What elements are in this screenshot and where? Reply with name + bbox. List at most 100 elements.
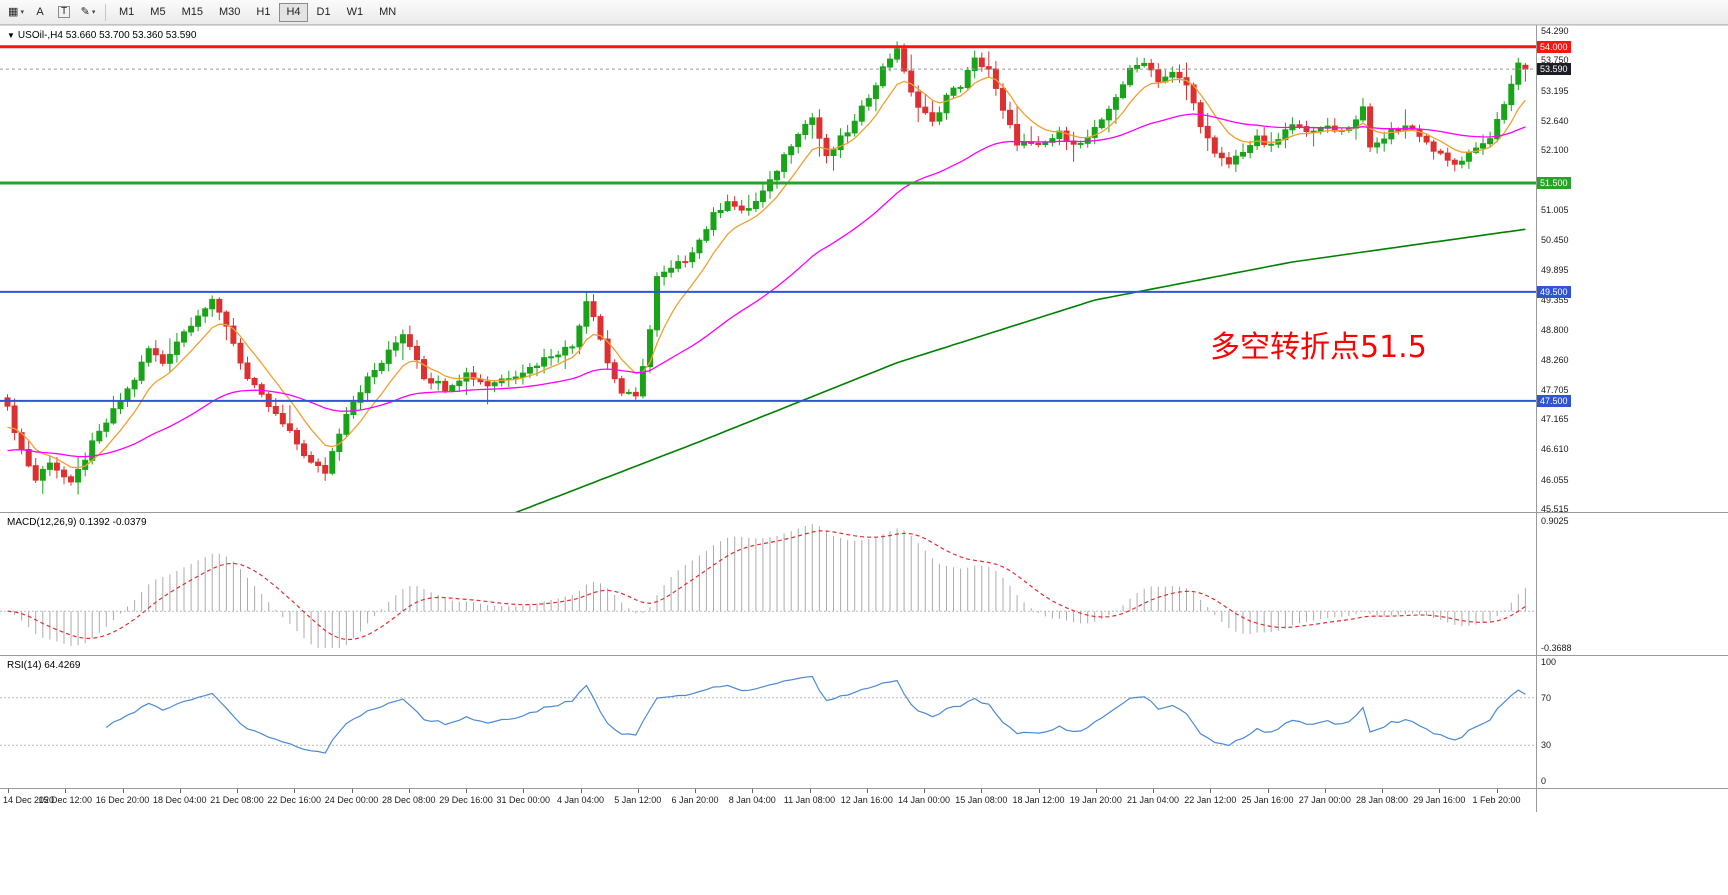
price-scale-label: 54.290 <box>1541 26 1569 36</box>
draw-tools-button[interactable]: ✎ ▾ <box>77 2 99 22</box>
time-tick <box>294 789 296 793</box>
collapse-arrow-icon[interactable]: ▼ <box>7 31 15 40</box>
level-price-badge: 49.500 <box>1537 285 1571 298</box>
macd-scale-label: 0.9025 <box>1541 516 1569 526</box>
time-tick <box>1439 789 1441 793</box>
price-scale-label: 47.165 <box>1541 414 1569 425</box>
time-axis-label: 22 Dec 16:00 <box>267 795 322 805</box>
timeframe-m30-button[interactable]: M30 <box>212 3 247 22</box>
text-box-button[interactable]: T <box>53 2 75 22</box>
timeframe-m1-button[interactable]: M1 <box>112 3 141 22</box>
price-scale-label: 49.895 <box>1541 265 1569 276</box>
chart-title-text: USOil-,H4 53.660 53.700 53.360 53.590 <box>17 30 197 41</box>
time-axis-label: 22 Jan 12:00 <box>1184 795 1237 805</box>
time-tick <box>1153 789 1154 793</box>
rsi-scale-label: 30 <box>1541 740 1552 751</box>
price-scale-label: 53.195 <box>1541 85 1569 96</box>
scale-separator <box>1536 25 1537 812</box>
price-scale-label: 46.610 <box>1541 444 1569 455</box>
price-scale-label: 47.705 <box>1541 384 1569 395</box>
timeframe-m5-button[interactable]: M5 <box>143 3 172 22</box>
macd-histogram <box>14 523 1526 648</box>
timeframe-m15-button[interactable]: M15 <box>175 3 210 22</box>
time-tick <box>466 789 467 793</box>
rsi-line <box>105 675 1526 754</box>
rsi-canvas[interactable] <box>0 656 1536 788</box>
time-axis-label: 28 Dec 08:00 <box>382 795 436 805</box>
text-label-button[interactable]: A <box>29 2 51 22</box>
time-tick <box>1095 789 1097 793</box>
time-tick <box>65 789 67 793</box>
level-price-badge: 54.000 <box>1537 40 1571 53</box>
time-axis-label: 24 Dec 00:00 <box>324 795 379 805</box>
macd-canvas[interactable] <box>0 513 1536 655</box>
time-tick <box>1210 789 1212 793</box>
price-scale-label: 52.640 <box>1541 115 1569 126</box>
text-box-icon: T <box>57 6 71 18</box>
time-axis-label: 5 Jan 12:00 <box>614 795 662 805</box>
current-price-badge: 53.590 <box>1537 63 1571 76</box>
price-scale-label: 46.055 <box>1541 474 1569 485</box>
time-tick <box>809 789 811 793</box>
time-axis-label: 4 Jan 04:00 <box>556 795 605 805</box>
time-axis-label: 28 Jan 08:00 <box>1355 795 1409 805</box>
time-tick <box>1038 789 1040 793</box>
time-axis-label: 25 Jan 16:00 <box>1241 795 1294 805</box>
time-tick <box>1382 789 1383 793</box>
time-axis-label: 18 Jan 12:00 <box>1012 795 1065 805</box>
time-tick <box>580 789 582 793</box>
price-scale-label: 50.450 <box>1541 235 1569 246</box>
chart-annotation-text: 多空转折点51.5 <box>1210 330 1427 365</box>
time-tick <box>981 789 983 793</box>
macd-scale-label: -0.3688 <box>1541 643 1572 653</box>
timeframe-h4-button[interactable]: H4 <box>279 2 308 22</box>
chart-grid-icon: ▦ <box>8 5 19 18</box>
candles <box>4 41 1529 495</box>
price-scale-label: 49.355 <box>1541 294 1569 305</box>
text-label-icon: A <box>36 5 44 18</box>
time-axis-label: 27 Jan 00:00 <box>1298 795 1351 805</box>
time-axis-label: 21 Dec 08:00 <box>210 795 264 805</box>
time-tick <box>1496 789 1498 793</box>
chart-windows-button[interactable]: ▦ ▾ <box>5 2 27 22</box>
macd-panel: MACD(12,26,9) 0.1392 -0.0379 0.9025 -0.36… <box>0 512 1728 655</box>
timeframe-h1-button[interactable]: H1 <box>249 3 277 22</box>
rsi-scale-label: 0 <box>1541 776 1547 786</box>
time-axis[interactable]: 14 Dec 2020 15 Dec 12:00 16 Dec 20:00 18 De… <box>0 788 1728 812</box>
time-axis-label: 1 Feb 20:00 <box>1472 795 1521 805</box>
rsi-panel: RSI(14) 64.4269 100 70 30 0 <box>0 655 1728 788</box>
time-tick <box>924 789 925 793</box>
time-tick <box>408 789 410 793</box>
level-price-badge: 51.500 <box>1537 177 1571 189</box>
time-axis-label: 15 Dec 12:00 <box>38 795 93 805</box>
time-axis-label: 29 Dec 16:00 <box>439 795 493 805</box>
level-price-badge: 47.500 <box>1537 394 1571 407</box>
timeframe-d1-button[interactable]: D1 <box>310 3 338 22</box>
time-tick <box>523 789 525 793</box>
time-tick <box>695 789 696 793</box>
time-tick <box>1324 789 1326 793</box>
chart-title: ▼ USOil-,H4 53.660 53.700 53.360 53.590 <box>7 30 196 41</box>
timeframe-mn-button[interactable]: MN <box>372 3 403 22</box>
price-chart-canvas[interactable] <box>0 26 1536 512</box>
price-scale-label: 51.005 <box>1541 204 1569 215</box>
ma-slow-line <box>515 228 1526 512</box>
price-scale-label: 52.100 <box>1541 145 1569 156</box>
time-axis-label: 29 Jan 16:00 <box>1413 795 1466 805</box>
time-axis-label: 14 Dec 2020 <box>3 795 55 805</box>
rsi-label: RSI(14) 64.4269 <box>7 660 81 671</box>
price-scale-label: 48.260 <box>1541 354 1569 365</box>
price-scale-label: 53.750 <box>1541 55 1569 66</box>
time-axis-label: 19 Jan 20:00 <box>1069 795 1122 805</box>
price-scale-label: 48.800 <box>1541 325 1569 335</box>
macd-signal-line <box>7 530 1526 641</box>
time-tick <box>866 789 868 793</box>
toolbar-separator <box>105 3 106 21</box>
time-tick <box>237 789 238 793</box>
timeframe-w1-button[interactable]: W1 <box>340 3 371 22</box>
time-tick <box>637 789 639 793</box>
time-axis-label: 6 Jan 20:00 <box>671 795 719 805</box>
time-tick <box>1267 789 1269 793</box>
dropdown-arrow-icon: ▾ <box>91 9 96 16</box>
